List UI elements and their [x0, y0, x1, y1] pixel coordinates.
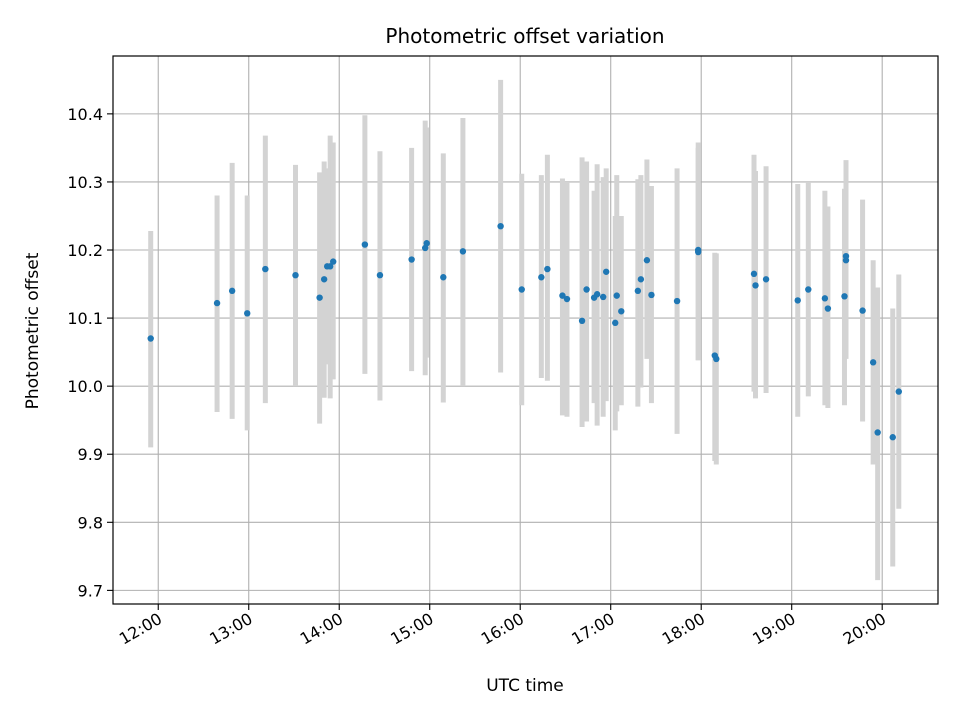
- x-tick-label: 15:00: [387, 609, 436, 649]
- y-tick-label: 10.0: [67, 377, 103, 396]
- data-point: [244, 310, 251, 317]
- x-tick-label: 14:00: [297, 609, 346, 649]
- data-point: [673, 297, 681, 305]
- data-point: [648, 291, 655, 299]
- x-tick-label: 18:00: [659, 609, 708, 649]
- data-point: [497, 222, 504, 230]
- data-point: [361, 241, 369, 248]
- data-point: [262, 265, 269, 273]
- plot-frame: [112, 55, 939, 605]
- chart-title: Photometric offset variation: [385, 24, 664, 48]
- data-point: [538, 274, 545, 281]
- errorbars: [148, 79, 902, 581]
- y-axis-label: Photometric offset: [23, 252, 43, 409]
- data-point: [859, 307, 866, 314]
- data-point: [292, 272, 299, 279]
- x-axis: 12:00 13:00 14:00 15:00 16:00 17:00 18:00 19:00…: [116, 604, 889, 649]
- data-point: [869, 359, 877, 366]
- data-point: [889, 434, 896, 441]
- data-points: [147, 222, 902, 441]
- y-tick-label: 10.2: [67, 241, 103, 260]
- y-tick-label: 9.7: [78, 581, 103, 600]
- data-point: [602, 268, 610, 275]
- data-point: [643, 257, 651, 264]
- data-point: [841, 293, 848, 300]
- data-point: [694, 248, 702, 256]
- data-point: [326, 263, 334, 270]
- data-point: [794, 297, 801, 304]
- data-point: [459, 248, 467, 255]
- data-point: [423, 240, 430, 247]
- data-point: [583, 286, 590, 293]
- data-point: [821, 295, 829, 302]
- data-point: [316, 294, 323, 301]
- data-point: [618, 308, 625, 315]
- data-point: [593, 291, 601, 298]
- data-point: [599, 293, 607, 301]
- data-point: [376, 272, 384, 279]
- data-point: [440, 274, 447, 281]
- x-tick-label: 20:00: [840, 609, 889, 649]
- x-tick-label: 12:00: [116, 609, 165, 649]
- data-point: [408, 256, 415, 263]
- data-point: [213, 299, 221, 307]
- data-point: [842, 252, 850, 260]
- data-point: [874, 429, 881, 436]
- data-point: [559, 292, 566, 299]
- data-point: [752, 282, 759, 289]
- y-axis: 9.7 9.8 9.9 10.0 10.1 10.2 10.3 10.4: [67, 105, 113, 600]
- x-tick-label: 17:00: [568, 609, 617, 649]
- data-point: [750, 270, 758, 278]
- data-point: [824, 305, 832, 312]
- data-point: [563, 295, 571, 303]
- data-point: [612, 319, 619, 327]
- y-tick-label: 9.9: [78, 445, 103, 464]
- y-tick-label: 9.8: [78, 513, 103, 532]
- data-point: [147, 335, 154, 342]
- data-point: [805, 286, 812, 293]
- x-tick-label: 13:00: [206, 609, 255, 649]
- data-point: [330, 258, 337, 265]
- data-point: [518, 286, 525, 293]
- x-axis-label: UTC time: [486, 676, 564, 696]
- y-tick-label: 10.3: [67, 173, 103, 192]
- y-tick-label: 10.1: [67, 309, 103, 328]
- data-point: [613, 292, 620, 299]
- data-point: [762, 276, 770, 283]
- y-tick-label: 10.4: [67, 105, 103, 124]
- data-point: [228, 287, 236, 295]
- data-point: [713, 355, 720, 363]
- data-point: [544, 265, 551, 273]
- data-point: [578, 317, 586, 325]
- data-point: [320, 276, 328, 283]
- x-tick-label: 19:00: [749, 609, 798, 649]
- data-point: [634, 287, 642, 295]
- grid: [113, 56, 938, 604]
- data-point: [895, 388, 902, 395]
- data-point: [637, 276, 645, 283]
- x-tick-label: 16:00: [478, 609, 527, 649]
